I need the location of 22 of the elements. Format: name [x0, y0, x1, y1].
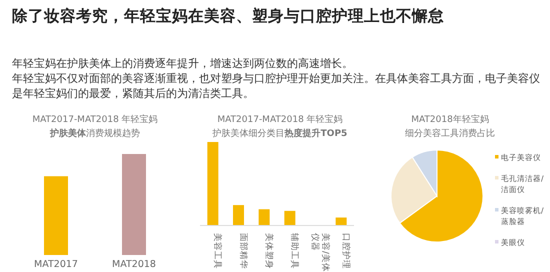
bar [258, 209, 270, 225]
text: 年轻宝妈在护肤美体上的消费逐年提升，增速达到两位数的高速增长。 [12, 56, 354, 71]
x-tick-label: 美容/美体仪器 [310, 233, 331, 272]
bar [207, 142, 218, 225]
text: 年轻宝妈不仅对面部的美容逐渐重视，也对塑身与口腔护理开始更加关注。在具体美容工具方面，电子美容仪是年轻宝妈们的最爱，紧随其后的为清洁类工具。 [12, 71, 541, 101]
x-tick-label: 美容工具 [212, 233, 224, 269]
x-tick-label: 辅助工具 [289, 233, 300, 269]
x-tick-label: MAT2017 [34, 259, 78, 270]
x-tick-label: MAT2018 [112, 259, 156, 270]
x-tick-label: 口腔护理 [340, 233, 352, 269]
chart-title: MAT2017-MAT2018 年轻宝妈 [217, 114, 343, 125]
bar [233, 205, 244, 225]
chart-subtitle: 护肤美体消费规模趋势 [49, 128, 140, 139]
x-tick-label: 美体塑身 [263, 233, 274, 269]
chart-title: MAT2018年轻宝妈 [411, 114, 489, 125]
chart-title: MAT2017-MAT2018 年轻宝妈 [32, 114, 158, 125]
x-tick-label: 面部精华 [238, 233, 249, 269]
bar [284, 210, 296, 225]
chart-subtitle: 细分美容工具消费占比 [405, 128, 495, 139]
text: 除了妆容考究，年轻宝妈在美容、塑身与口腔护理上也不懈怠 [12, 6, 444, 27]
chart-subtitle: 护肤美体细分类目热度提升TOP5 [212, 128, 348, 139]
bar [336, 218, 347, 225]
